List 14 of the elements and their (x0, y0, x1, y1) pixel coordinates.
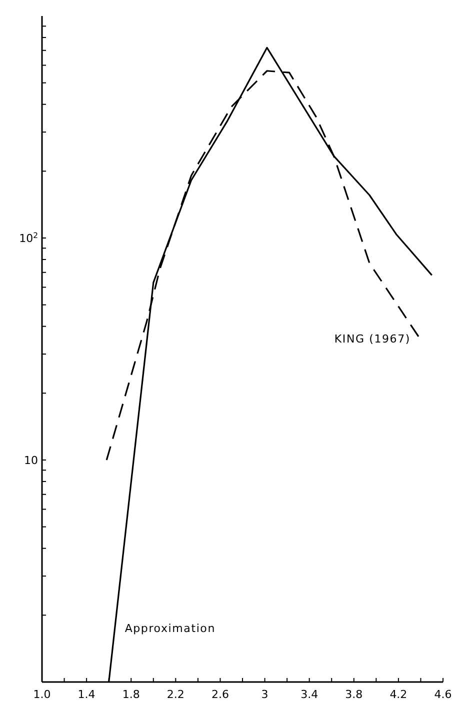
x-tick-label: 2.6 (211, 688, 229, 701)
x-tick-label: 3.8 (345, 688, 363, 701)
y-tick-label: 10$^{2}$ (19, 230, 38, 245)
series-label: KING (1967) (334, 332, 410, 346)
x-tick-label: 1.4 (78, 688, 96, 701)
series-label: Approximation (124, 622, 216, 635)
x-tick-label: 2.2 (166, 688, 184, 701)
x-tick-label: 4.6 (434, 688, 452, 701)
x-tick-label: 4.2 (390, 688, 408, 701)
x-tick-label: 3.4 (300, 688, 318, 701)
x-tick-label: 1.8 (122, 688, 140, 701)
y-tick-label: 10 (24, 454, 38, 467)
x-tick-label: 1.0 (33, 688, 51, 701)
x-tick-label: 3 (261, 688, 268, 701)
